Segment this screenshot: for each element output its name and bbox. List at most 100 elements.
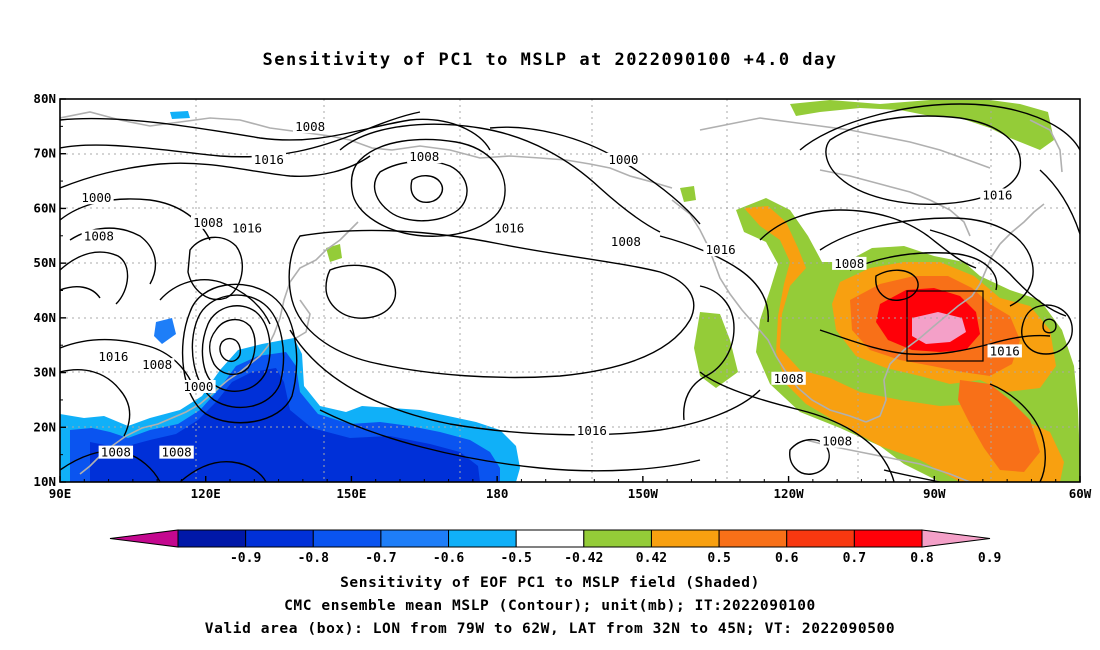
colorbar-swatch [448,529,517,548]
contour-label: 1000 [608,152,638,167]
y-tick-label: 60N [33,200,56,215]
contour-label: 1016 [706,242,736,257]
contour-label-bg [251,152,287,166]
footer-line-3: Valid area (box): LON from 79W to 62W, L… [204,621,896,637]
lat-lon-grid [60,99,1080,482]
contour-label: 1008 [295,119,325,134]
y-tick-label: 30N [33,365,56,380]
y-tick-label: 10N [33,474,56,489]
colorbar-label: 0.6 [775,551,799,566]
contour-label-bg [771,371,806,385]
contour-label: 1016 [577,423,607,438]
colorbar-label: -0.6 [433,551,464,566]
colorbar-label: -0.8 [298,551,329,566]
x-tick-label: 120W [774,486,805,501]
contour-label: 1016 [254,152,284,167]
contour-label: 1016 [232,220,262,235]
contour-label-bg [96,349,131,363]
colorbar-swatch [583,529,652,548]
contour-label: 1008 [611,234,641,249]
positive-region-green-2 [694,312,738,388]
x-tick-label: 150W [628,486,659,501]
contour-label: 1008 [162,445,192,460]
y-tick-label: 80N [33,91,56,106]
colorbar-label: -0.9 [230,551,261,566]
contour-label-bg [81,229,117,243]
contour-label: 1000 [183,379,213,394]
colorbar: -0.9 -0.8 -0.7 -0.6 -0.5 -0.42 0.42 0.5 0.6 0.7 0.… [109,529,1001,566]
contour-label-bg [987,344,1022,358]
contour-label-bg [492,221,527,235]
x-tick-label: 90W [923,486,946,501]
y-tick-label: 70N [33,146,56,161]
x-axis-labels: 90E 120E 150E 180 150W 120W 90W 60W [49,486,1092,501]
x-tick-label: 120E [191,486,221,501]
axis-ticks [59,98,1081,483]
contour-label-bg [190,215,226,229]
colorbar-label: -0.42 [564,551,603,566]
colorbar-label: -0.7 [365,551,396,566]
map-area: 1008 1016 1008 1000 1000 1008 1008 1016 1016 1008… [60,99,1100,482]
contour-label-bg [79,191,114,205]
x-tick-label: 150E [336,486,366,501]
y-tick-label: 20N [33,419,56,434]
map-figure: 1008 1016 1008 1000 1000 1008 1008 1016 1016 1008… [33,91,1100,566]
positive-region-dorange-2 [958,380,1040,472]
colorbar-label: 0.42 [636,551,667,566]
contour-labels: 1008 1016 1008 1000 1000 1008 1008 1016 1016 1008… [79,119,1100,460]
positive-spot-green-2 [680,186,696,202]
negative-spot [154,318,176,344]
y-tick-label: 50N [33,255,56,270]
contour-label-bg [159,445,194,459]
footer-line-1: Sensitivity of EOF PC1 to MSLP field (Sh… [340,575,760,591]
y-axis-labels: 10N 20N 30N 40N 50N 60N 70N 80N [33,91,56,489]
contour-label: 1008 [193,215,223,230]
contour-label: 1008 [142,357,172,372]
y-tick-label: 40N [33,310,56,325]
contour-label: 1016 [982,187,1012,202]
colorbar-swatch [718,529,788,548]
positive-region-green-3 [790,100,1054,150]
contour-label: 1008 [101,445,131,460]
colorbar-swatch [312,529,382,548]
colorbar-swatch [177,529,247,548]
negative-spot-arctic [170,111,190,119]
colorbar-swatch [515,529,585,548]
contour-label-bg [181,379,216,393]
contour-label: 1016 [98,349,128,364]
contour-label: 1008 [822,434,852,449]
contour-label-bg [980,188,1015,202]
contour-label: 1008 [774,371,804,386]
contour-label: 1016 [990,343,1020,358]
colorbar-swatch [786,529,855,548]
contour-label: 1008 [409,149,439,164]
contour-label-bg [98,445,134,459]
contour-label-bg [1074,358,1080,372]
colorbar-label: 0.7 [843,551,866,566]
contour-label-bg [139,358,175,372]
colorbar-swatch [650,529,720,548]
map-title: Sensitivity of PC1 to MSLP at 2022090100… [262,50,838,70]
contour-label: 1008 [834,256,864,271]
contour-label-bg [832,256,867,270]
x-tick-label: 90E [49,486,72,501]
colorbar-high-extend [921,529,991,548]
colorbar-swatch [380,529,450,548]
colorbar-label: 0.9 [978,551,1001,566]
contour-label: 1016 [1077,357,1100,372]
colorbar-label: 0.5 [707,551,730,566]
contour-label-bg [606,152,641,166]
colorbar-label: 0.8 [910,551,934,566]
contour-label-bg [574,423,610,437]
contour-label-bg [703,243,738,257]
valid-area-box [906,290,984,362]
contour-label: 1008 [84,229,114,244]
contour-label-bg [407,150,442,164]
positive-region-pink [912,312,966,344]
colorbar-label: -0.5 [501,551,532,566]
colorbar-swatch [245,529,314,548]
x-tick-label: 180 [486,486,509,501]
footer-line-2: CMC ensemble mean MSLP (Contour); unit(m… [284,598,816,614]
contour-label-bg [292,120,328,134]
x-tick-label: 60W [1069,486,1092,501]
